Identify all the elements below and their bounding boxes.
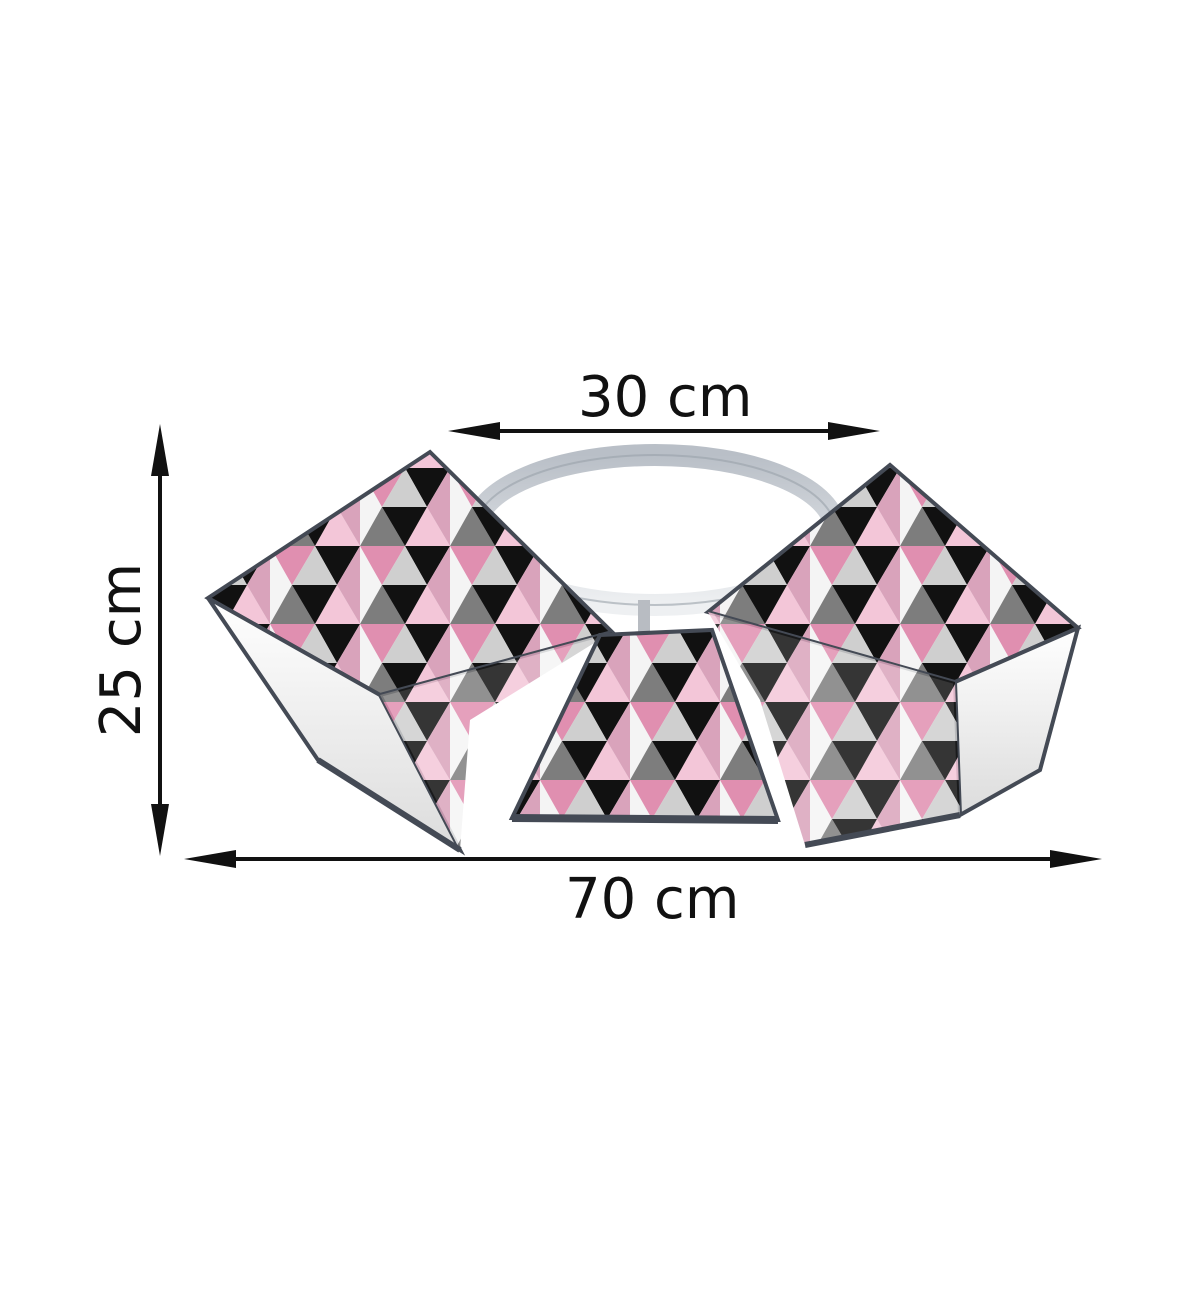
- dimension-arrows: [151, 422, 1102, 868]
- arrow-left-icon: [184, 850, 236, 868]
- left-shade: [204, 449, 616, 856]
- center-rod: [638, 600, 650, 636]
- arrow-right-icon: [828, 422, 880, 440]
- right-shade: [703, 462, 1082, 848]
- arrow-down-icon: [151, 804, 169, 856]
- height-left-label: 25 cm: [89, 562, 154, 738]
- arrow-right-icon: [1050, 850, 1102, 868]
- arrow-up-icon: [151, 424, 169, 476]
- width-top-label: 30 cm: [578, 365, 753, 430]
- width-bottom-label: 70 cm: [565, 867, 740, 932]
- arrow-left-icon: [448, 422, 500, 440]
- center-shade: [508, 627, 781, 824]
